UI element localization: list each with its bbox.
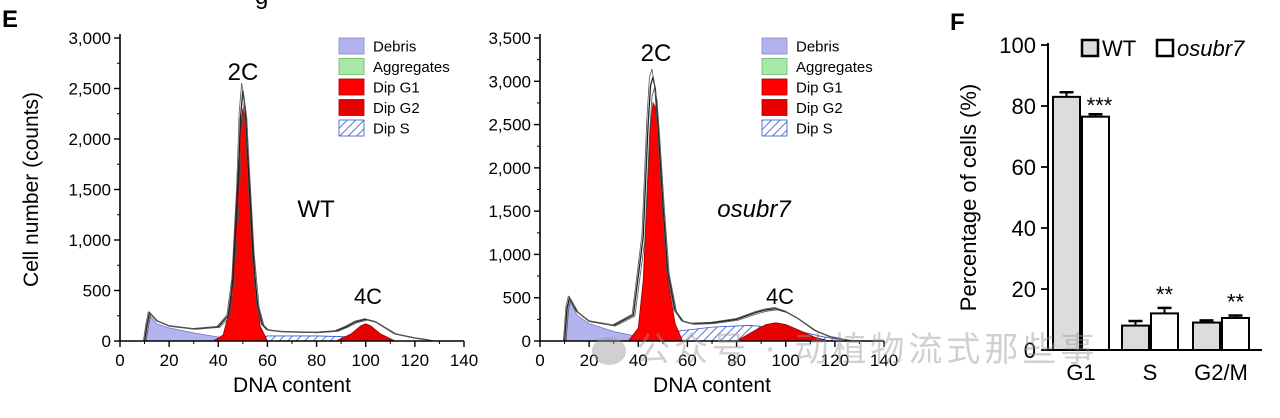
panel-e-cropped-title: g	[255, 0, 268, 10]
x-tick-label: 100	[772, 351, 800, 370]
legend-swatch-wt	[1080, 38, 1100, 58]
x-axis-title: DNA content	[233, 374, 351, 397]
legend-label: Dip G1	[796, 80, 843, 97]
bar-chart-cell-cycle: 0 20 40 60 80 100 Percentage of cells (%) *** G1…	[956, 33, 1262, 385]
x-tick-label: 20	[580, 351, 599, 370]
bar-osubr7	[1150, 312, 1179, 351]
y-tick-label: 2,000	[488, 159, 531, 178]
bar-osubr7	[1221, 316, 1250, 352]
legend-label: Dip S	[373, 121, 410, 138]
legend-swatch	[338, 37, 365, 55]
legend-swatch	[338, 58, 365, 75]
legend-swatch	[338, 99, 365, 116]
legend-swatch	[761, 37, 788, 55]
x-tick-label: 60	[258, 351, 277, 370]
bar-wt	[1052, 95, 1081, 351]
significance-marker: **	[1156, 282, 1174, 307]
watermark-text: 公众号 · 动植物流式那些事	[636, 330, 1099, 370]
peak-label-2c: 2C	[228, 59, 259, 86]
y-tick-label: 2,000	[68, 130, 111, 149]
legend-label: Dip G2	[796, 100, 843, 117]
legend-label: Dip G1	[373, 80, 420, 97]
x-tick-label: 100	[352, 351, 380, 370]
y-tick-label: 80	[1012, 94, 1036, 119]
y-tick-label: 0	[522, 332, 531, 351]
y-tick-label: 100	[999, 33, 1036, 58]
y-tick-label: 20	[1012, 277, 1036, 302]
x-tick-label: 20	[160, 351, 179, 370]
y-tick-label: 3,000	[68, 29, 111, 48]
legend-swatch-osubr7	[1155, 38, 1175, 58]
x-tick-label: 140	[870, 351, 898, 370]
x-tick-label: 120	[401, 351, 429, 370]
total-histogram-line-3	[142, 82, 431, 342]
peak-label-2c: 2C	[641, 40, 672, 67]
legend-label: osubr7	[1177, 36, 1245, 61]
x-tick-label: 0	[115, 351, 124, 370]
y-tick-label: 1,000	[68, 231, 111, 250]
dip-g2-area	[735, 322, 831, 342]
x-tick-label: 80	[307, 351, 326, 370]
x-tick-label: 80	[727, 351, 746, 370]
x-axis-title: DNA content	[653, 374, 771, 397]
legend-label: Dip G2	[373, 100, 420, 117]
y-axis-title: Cell number (counts)	[20, 92, 43, 287]
watermark: 公众号 · 动植物流式那些事	[592, 322, 1098, 371]
sample-label: osubr7	[717, 196, 792, 223]
x-category-label: G2/M	[1194, 360, 1248, 385]
bar-wt	[1192, 321, 1221, 351]
legend-swatch	[761, 58, 788, 75]
x-tick-label: 40	[629, 351, 648, 370]
legend-swatch	[761, 119, 788, 137]
y-tick-label: 0	[1024, 338, 1036, 363]
x-tick-label: 0	[535, 351, 544, 370]
dip-g2-area	[336, 323, 396, 342]
panel-e-letter: E	[2, 6, 18, 33]
total-histogram-line-3	[562, 68, 851, 342]
y-tick-label: 0	[102, 332, 111, 351]
legend-label: Dip S	[796, 121, 833, 138]
legend-label: Aggregates	[373, 59, 450, 76]
watermark-logo-icon	[592, 337, 626, 365]
y-tick-label: 1,500	[488, 202, 531, 221]
x-category-label: S	[1143, 360, 1158, 385]
y-tick-label: 500	[503, 289, 531, 308]
bar-osubr7	[1081, 115, 1110, 351]
legend-label: WT	[1102, 36, 1136, 61]
y-tick-label: 3,500	[488, 29, 531, 48]
peak-label-4c: 4C	[766, 284, 794, 309]
histogram-wt: 0 500 1,000 1,500 2,000 2,500 3,000 0 20 40 60 80 10…	[20, 29, 478, 397]
y-tick-label: 3,000	[488, 72, 531, 91]
legend-swatch	[338, 119, 365, 137]
peak-label-4c: 4C	[354, 284, 382, 309]
y-axis-title: Percentage of cells (%)	[956, 84, 981, 311]
histogram-osubr7: 0 500 1,000 1,500 2,000 2,500 3,000 3,500 0 20 40 6…	[488, 29, 898, 397]
significance-marker: **	[1227, 290, 1245, 315]
bar-wt	[1121, 324, 1150, 352]
legend-swatch	[761, 99, 788, 116]
legend-label: Debris	[373, 39, 416, 56]
y-tick-label: 1,500	[68, 181, 111, 200]
x-tick-label: 120	[821, 351, 849, 370]
sample-label: WT	[297, 196, 335, 223]
x-category-label: G1	[1066, 360, 1095, 385]
panel-f-letter: F	[950, 9, 965, 36]
y-tick-label: 2,500	[68, 80, 111, 99]
legend-swatch	[338, 78, 365, 96]
significance-marker: ***	[1087, 93, 1113, 118]
x-tick-label: 140	[450, 351, 478, 370]
y-tick-label: 1,000	[488, 245, 531, 264]
y-tick-label: 2,500	[488, 116, 531, 135]
dip-g1-area	[627, 101, 684, 342]
legend-swatch	[761, 78, 788, 96]
y-tick-label: 40	[1012, 216, 1036, 241]
y-tick-label: 500	[83, 282, 111, 301]
y-tick-label: 60	[1012, 155, 1036, 180]
x-tick-label: 60	[678, 351, 697, 370]
x-tick-label: 40	[209, 351, 228, 370]
legend-label: Aggregates	[796, 59, 873, 76]
legend-label: Debris	[796, 39, 839, 56]
